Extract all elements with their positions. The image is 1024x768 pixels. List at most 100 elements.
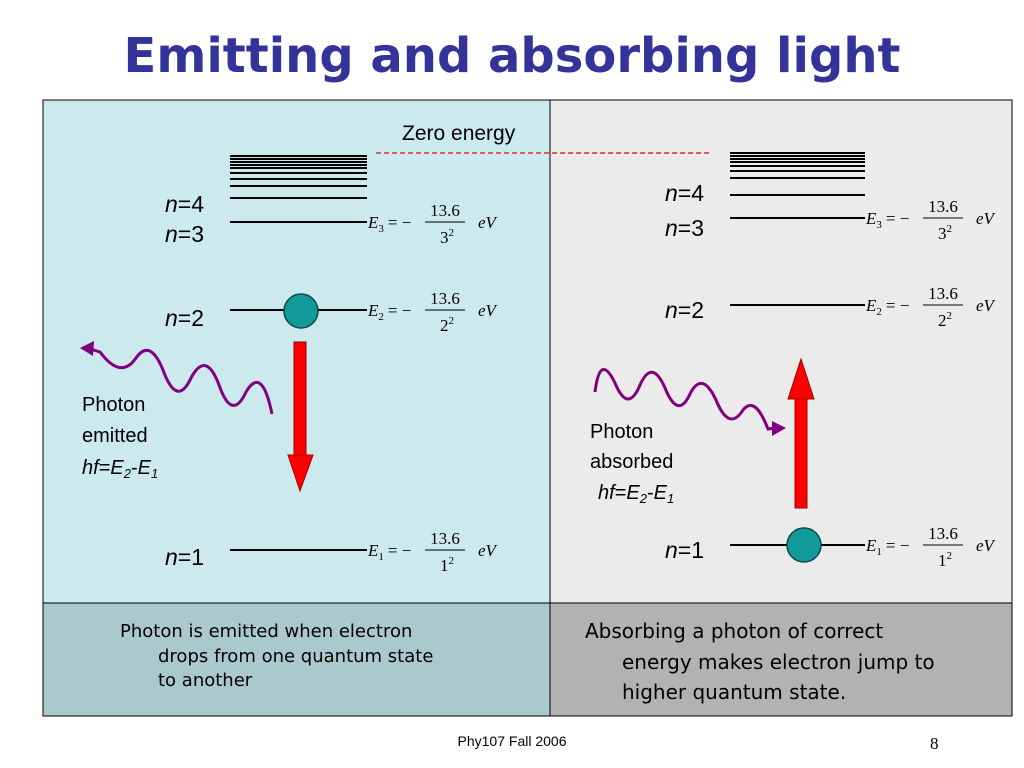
equation-symbol: E: [367, 541, 379, 560]
equation-sign: = −: [886, 536, 909, 555]
caption-line: Absorbing a photon of correct: [585, 619, 883, 643]
equation-symbol: E: [865, 209, 877, 228]
footer: Phy107 Fall 2006: [458, 733, 567, 749]
level-symbol: n: [165, 544, 178, 570]
equation-numerator: 13.6: [430, 201, 460, 220]
denominator-exponent: 2: [449, 227, 455, 239]
equation-subscript: 3: [876, 219, 882, 231]
energy-equation: E3 = − 13.6 32 eV: [865, 197, 997, 243]
formula-subscript: 2: [639, 491, 648, 506]
formula-part: hf: [82, 457, 101, 479]
formula-part: E: [138, 457, 152, 479]
denominator-base: 3: [440, 228, 449, 247]
equation-symbol: E: [865, 536, 877, 555]
denominator-exponent: 2: [947, 550, 953, 562]
equation-subscript: 1: [876, 546, 882, 558]
equation-lhs: E3 = −: [865, 209, 909, 231]
formula-part: -: [647, 482, 654, 504]
energy-equation: E 3 = − 13.6 32 eV: [367, 201, 499, 247]
denominator-exponent: 2: [947, 310, 953, 322]
absorbed-photon-arrowhead: [772, 421, 786, 436]
equation-lhs: E1 = −: [367, 541, 411, 563]
denominator-base: 1: [440, 556, 449, 575]
denominator-base: 2: [440, 316, 449, 335]
equation-numerator: 13.6: [928, 524, 958, 543]
zero-energy-label: Zero energy: [402, 122, 516, 145]
level-label: n=1: [165, 544, 204, 570]
formula-part: E: [110, 457, 124, 479]
level-symbol: n: [165, 305, 178, 331]
formula-part: hf: [598, 482, 617, 504]
equation-symbol: E: [865, 296, 877, 315]
photon-label: emitted: [82, 425, 148, 447]
level-label: n=2: [665, 297, 704, 323]
emission-arrow-head: [287, 454, 314, 493]
level-number: =4: [178, 191, 204, 217]
equation-subscript: 1: [378, 551, 384, 563]
equation-numerator: 13.6: [928, 197, 958, 216]
equation-denominator: 32: [938, 223, 952, 243]
formula-part: -: [131, 457, 138, 479]
equation-subscript: 2: [876, 306, 882, 318]
equation-subscript: 2: [378, 311, 384, 323]
level-number: =3: [178, 221, 204, 247]
equation-symbol: E: [367, 213, 379, 232]
formula-subscript: 1: [151, 466, 158, 481]
level-number: =2: [678, 297, 704, 323]
photon-label: Photon: [82, 394, 145, 416]
equation-unit: eV: [478, 213, 499, 232]
caption-line: higher quantum state.: [622, 680, 846, 704]
level-label: n=1: [665, 537, 704, 563]
formula-part: =: [99, 457, 111, 479]
denominator-base: 2: [938, 311, 947, 330]
equation-unit: eV: [478, 541, 499, 560]
equation-sign: = −: [886, 296, 909, 315]
photon-label: absorbed: [590, 451, 673, 473]
photon-formula: hf=E2-E1: [598, 482, 674, 506]
emitted-photon-wave: [89, 347, 274, 415]
equation-symbol: E: [367, 301, 379, 320]
caption-line: Photon is emitted when electron: [120, 621, 412, 642]
equation-denominator: 22: [938, 310, 952, 330]
level-symbol: n: [665, 297, 678, 323]
level-symbol: n: [665, 215, 678, 241]
absorption-arrow-head: [787, 357, 815, 400]
level-symbol: n: [665, 537, 678, 563]
level-number: =1: [678, 537, 704, 563]
photon-label: Photon: [590, 421, 653, 443]
equation-denominator: 32: [440, 227, 454, 247]
formula-part: E: [654, 482, 668, 504]
formula-subscript: 2: [123, 466, 132, 481]
equation-sign: = −: [388, 213, 411, 232]
level-label: n=3: [665, 215, 704, 241]
absorption-arrow-shaft: [794, 397, 808, 509]
absorption-panel: [549, 99, 1013, 604]
denominator-exponent: 2: [449, 555, 455, 567]
emission-caption-box: [42, 602, 551, 717]
equation-lhs: E1 = −: [865, 536, 909, 558]
denominator-base: 1: [938, 551, 947, 570]
equation-sign: = −: [886, 209, 909, 228]
electron: [786, 527, 822, 563]
level-symbol: n: [665, 180, 678, 206]
equation-numerator: 13.6: [430, 289, 460, 308]
equation-unit: eV: [478, 301, 499, 320]
equation-denominator: 22: [440, 315, 454, 335]
denominator-exponent: 2: [449, 315, 455, 327]
equation-unit: eV: [976, 209, 997, 228]
electron: [283, 293, 319, 329]
equation-unit: eV: [976, 536, 997, 555]
absorption-caption-box: [549, 602, 1013, 717]
absorbed-photon-wave: [593, 368, 777, 431]
equation-sign: = −: [388, 301, 411, 320]
equation-sign: = −: [388, 541, 411, 560]
emission-arrow-shaft: [293, 341, 307, 457]
formula-part: =: [615, 482, 627, 504]
equation-lhs: E2 = −: [367, 301, 411, 323]
equation-denominator: 12: [938, 550, 952, 570]
